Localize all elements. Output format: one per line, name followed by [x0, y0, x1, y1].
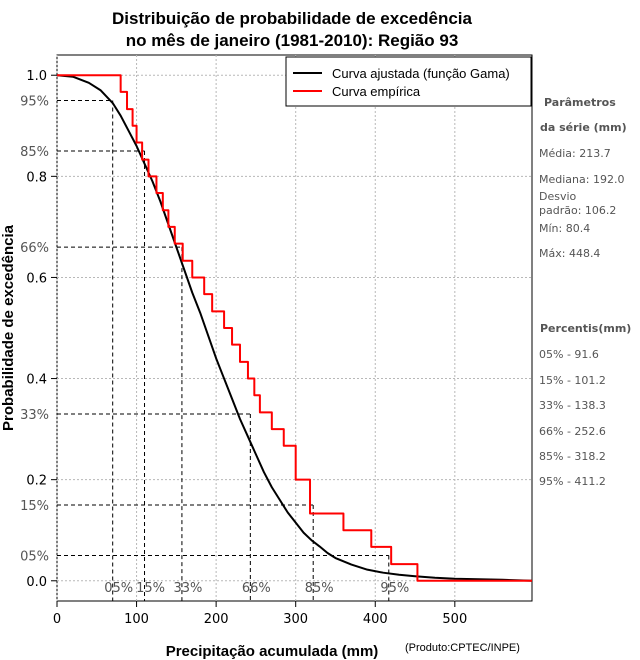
series-line-empirical — [57, 74, 532, 582]
percentile-label-x: 05% — [104, 581, 133, 596]
param-desvio-1: Desvio — [539, 190, 577, 203]
percentil-05: 05% - 91.6 — [539, 348, 599, 361]
legend-label-empirical: Curva empírica — [332, 84, 421, 99]
percentile-label-x: 33% — [173, 581, 202, 596]
y-tick-label: 1.0 — [26, 69, 47, 84]
percentil-95: 95% - 411.2 — [539, 475, 606, 488]
y-tick-label: 0.0 — [26, 575, 47, 590]
y-tick-label: 0.8 — [26, 170, 47, 185]
param-max: Máx: 448.4 — [539, 247, 600, 260]
percentile-label-y: 66% — [20, 241, 49, 256]
x-tick-label: 400 — [363, 612, 388, 627]
y-tick-label: 0.2 — [26, 474, 47, 489]
params-title-1: Parâmetros — [544, 96, 616, 109]
percentile-label-y: 05% — [20, 550, 49, 565]
percentile-label-y: 95% — [20, 95, 49, 110]
percentile-label-y: 85% — [20, 145, 49, 160]
param-mediana: Mediana: 192.0 — [539, 173, 624, 186]
percentil-85: 85% - 318.2 — [539, 450, 606, 463]
params-title-2: da série (mm) — [540, 121, 627, 134]
percentil-33: 33% - 138.3 — [539, 399, 606, 412]
plot-area — [56, 54, 533, 602]
series-layer — [56, 74, 533, 582]
percentis-title: Percentis(mm) — [540, 322, 631, 335]
legend-box — [285, 56, 532, 107]
x-tick-label: 100 — [124, 612, 149, 627]
y-tick-label: 0.4 — [26, 373, 47, 388]
y-axis-title: Probabilidade de excedência — [0, 224, 17, 431]
x-tick-label: 500 — [442, 612, 467, 627]
grid-lines — [56, 55, 532, 601]
axes: 0 100 200 300 400 500 0.0 0.2 0.4 0.6 0.8 1.0 — [26, 69, 467, 627]
credit-text: (Produto:CPTEC/INPE) — [405, 642, 520, 654]
side-panel: Parâmetros da série (mm) Média: 213.7 Me… — [539, 96, 631, 488]
param-min: Mín: 80.4 — [539, 222, 590, 235]
x-tick-label: 300 — [283, 612, 308, 627]
percentile-label-y: 33% — [20, 408, 49, 423]
percentile-label-x: 85% — [305, 581, 334, 596]
percentil-66: 66% - 252.6 — [539, 425, 606, 438]
x-tick-label: 200 — [204, 612, 229, 627]
param-desvio-2: padrão: 106.2 — [539, 204, 616, 217]
chart-title-line-1: Distribuição de probabilidade de excedên… — [112, 9, 472, 28]
percentil-15: 15% - 101.2 — [539, 374, 606, 387]
x-tick-label: 0 — [53, 612, 61, 627]
percentile-label-x: 15% — [136, 581, 165, 596]
legend-label-fitted: Curva ajustada (função Gama) — [332, 66, 510, 81]
percentile-guides — [57, 100, 390, 601]
percentile-label-x: 66% — [242, 581, 271, 596]
series-line-fitted-gamma — [56, 74, 533, 582]
legend: Curva ajustada (função Gama) Curva empír… — [285, 56, 532, 107]
percentile-labels: 95% 05% 85% 15% 66% 33% 33% 66% 15% 85% 05% 95% — [20, 95, 409, 597]
y-tick-label: 0.6 — [26, 271, 47, 286]
percentile-label-y: 15% — [20, 499, 49, 514]
x-axis-title: Precipitação acumulada (mm) — [166, 643, 379, 660]
chart-title-line-2: no mês de janeiro (1981-2010): Região 93 — [126, 31, 459, 50]
percentile-label-x: 95% — [380, 581, 409, 596]
param-media: Média: 213.7 — [539, 147, 611, 160]
